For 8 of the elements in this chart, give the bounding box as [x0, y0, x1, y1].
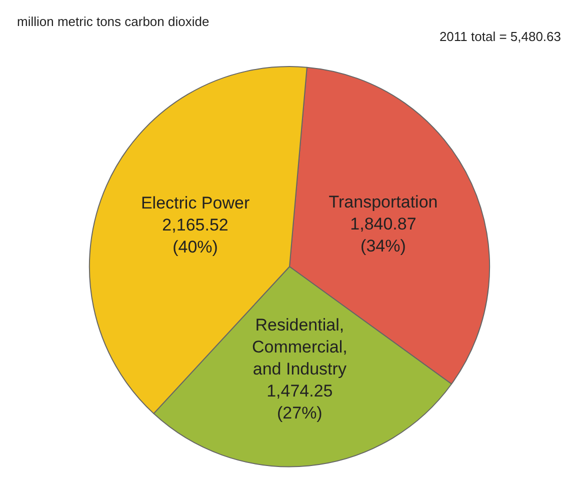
- data-label: 1,840.87 (34%): [350, 214, 416, 256]
- text: 2011 total = 5,480.63: [439, 29, 562, 44]
- slice-label: Transportation: [328, 192, 438, 212]
- slice-label: Electric Power: [140, 193, 250, 212]
- slice-label: Residential, Commercial, and Industry: [252, 316, 348, 379]
- chart-title: million metric tons carbon dioxide: [17, 14, 210, 29]
- data-label: 2,165.52 (40%): [162, 215, 228, 256]
- data-label: 1,474.25 (27%): [266, 382, 333, 423]
